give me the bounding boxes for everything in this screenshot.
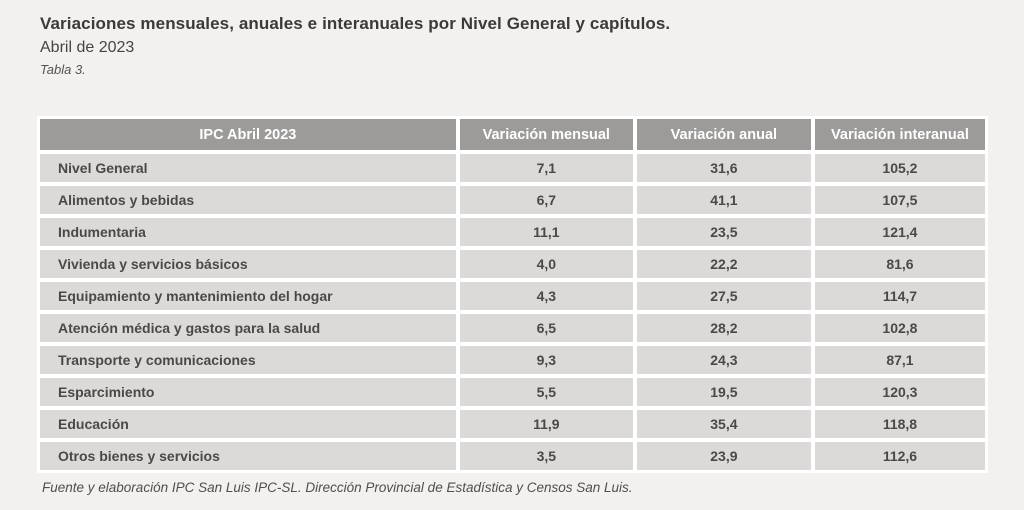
value-interanual: 105,2 [814, 154, 985, 182]
value-interanual: 118,8 [814, 410, 985, 438]
row-label: Otros bienes y servicios [40, 442, 456, 470]
table-row: Atención médica y gastos para la salud 6… [40, 314, 985, 342]
value-anual: 41,1 [636, 186, 811, 214]
value-mensual: 7,1 [459, 154, 633, 182]
row-label: Atención médica y gastos para la salud [40, 314, 456, 342]
column-header-ipc: IPC Abril 2023 [40, 119, 456, 150]
table-caption: Tabla 3. [40, 62, 86, 77]
value-interanual: 121,4 [814, 218, 985, 246]
row-label: Alimentos y bebidas [40, 186, 456, 214]
table-row: Educación 11,9 35,4 118,8 [40, 410, 985, 438]
value-interanual: 87,1 [814, 346, 985, 374]
value-anual: 23,9 [636, 442, 811, 470]
value-anual: 31,6 [636, 154, 811, 182]
value-mensual: 9,3 [459, 346, 633, 374]
value-anual: 22,2 [636, 250, 811, 278]
value-anual: 27,5 [636, 282, 811, 310]
row-label: Equipamiento y mantenimiento del hogar [40, 282, 456, 310]
source-note: Fuente y elaboración IPC San Luis IPC-SL… [42, 480, 633, 495]
column-header-variacion-mensual: Variación mensual [459, 119, 633, 150]
page-title: Variaciones mensuales, anuales e interan… [40, 14, 671, 33]
heading-block: Variaciones mensuales, anuales e interan… [0, 0, 1024, 77]
value-mensual: 11,9 [459, 410, 633, 438]
table-row: Transporte y comunicaciones 9,3 24,3 87,… [40, 346, 985, 374]
table-row: Vivienda y servicios básicos 4,0 22,2 81… [40, 250, 985, 278]
value-mensual: 3,5 [459, 442, 633, 470]
value-mensual: 11,1 [459, 218, 633, 246]
column-header-variacion-interanual: Variación interanual [814, 119, 985, 150]
ipc-table: IPC Abril 2023 Variación mensual Variaci… [37, 116, 988, 473]
value-interanual: 81,6 [814, 250, 985, 278]
table-row: Equipamiento y mantenimiento del hogar 4… [40, 282, 985, 310]
table-row: Otros bienes y servicios 3,5 23,9 112,6 [40, 442, 985, 470]
column-header-variacion-anual: Variación anual [636, 119, 811, 150]
row-label: Indumentaria [40, 218, 456, 246]
value-anual: 19,5 [636, 378, 811, 406]
row-label: Vivienda y servicios básicos [40, 250, 456, 278]
table-row: Esparcimiento 5,5 19,5 120,3 [40, 378, 985, 406]
value-mensual: 5,5 [459, 378, 633, 406]
value-anual: 35,4 [636, 410, 811, 438]
value-anual: 23,5 [636, 218, 811, 246]
page-subtitle: Abril de 2023 [40, 39, 135, 56]
value-interanual: 102,8 [814, 314, 985, 342]
value-interanual: 120,3 [814, 378, 985, 406]
value-interanual: 112,6 [814, 442, 985, 470]
value-mensual: 4,3 [459, 282, 633, 310]
row-label: Educación [40, 410, 456, 438]
value-mensual: 4,0 [459, 250, 633, 278]
table-row: Alimentos y bebidas 6,7 41,1 107,5 [40, 186, 985, 214]
value-interanual: 114,7 [814, 282, 985, 310]
table-row: Nivel General 7,1 31,6 105,2 [40, 154, 985, 182]
value-anual: 24,3 [636, 346, 811, 374]
table-row: Indumentaria 11,1 23,5 121,4 [40, 218, 985, 246]
row-label: Esparcimiento [40, 378, 456, 406]
value-anual: 28,2 [636, 314, 811, 342]
value-mensual: 6,7 [459, 186, 633, 214]
row-label: Transporte y comunicaciones [40, 346, 456, 374]
table-header-row: IPC Abril 2023 Variación mensual Variaci… [40, 119, 985, 150]
row-label: Nivel General [40, 154, 456, 182]
value-interanual: 107,5 [814, 186, 985, 214]
value-mensual: 6,5 [459, 314, 633, 342]
